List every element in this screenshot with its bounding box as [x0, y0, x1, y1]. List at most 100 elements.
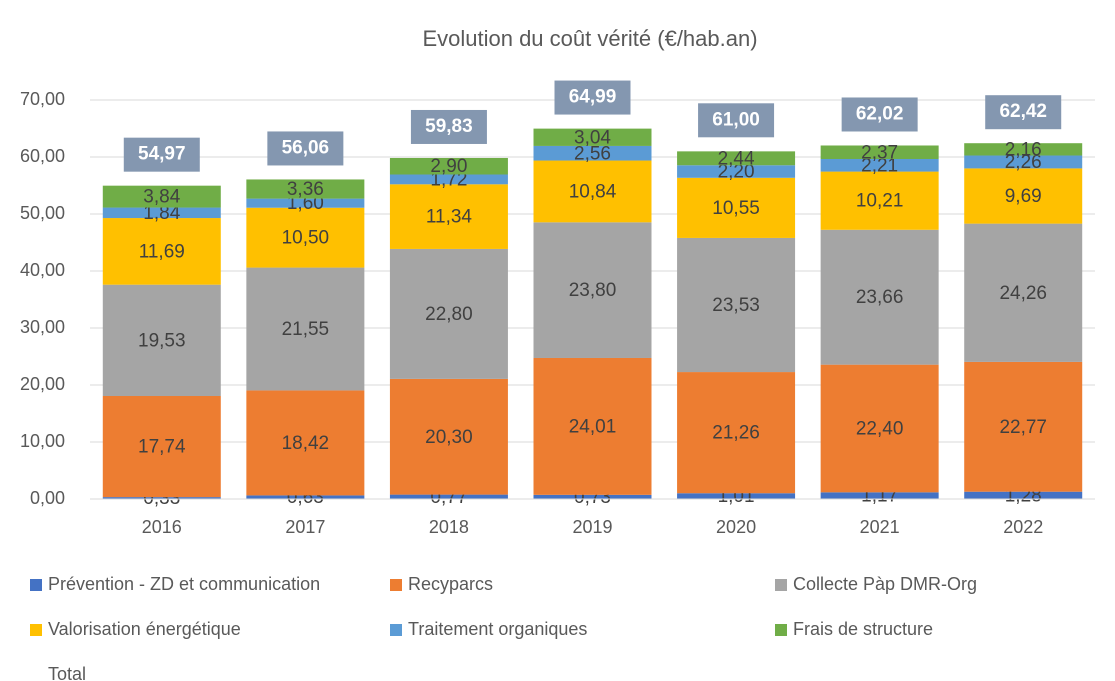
- total-label: 62,42: [999, 101, 1047, 122]
- bar-segment: [389, 174, 508, 185]
- bar-segment: [389, 378, 508, 495]
- legend-marker: [775, 624, 787, 636]
- total-label: 61,00: [712, 109, 760, 130]
- data-label: 23,66: [856, 287, 904, 308]
- bar-segment: [677, 151, 796, 166]
- bar-segment: [389, 184, 508, 249]
- legend-label: Recyparcs: [408, 574, 493, 594]
- bar-segment: [102, 207, 221, 219]
- legend-marker: [390, 624, 402, 636]
- bar-segment: [964, 223, 1083, 362]
- bar-segment: [102, 185, 221, 208]
- legend-marker: [30, 624, 42, 636]
- data-label: 2,26: [1005, 152, 1042, 173]
- data-label: 3,84: [143, 187, 180, 208]
- bar-segment: [677, 165, 796, 178]
- bar-segment: [533, 222, 652, 358]
- bar-segment: [820, 492, 939, 499]
- total-box: [554, 80, 631, 115]
- bar-segment: [102, 396, 221, 498]
- x-tick-label: 2016: [142, 517, 182, 537]
- bar-segment: [389, 248, 508, 379]
- data-label: 2,16: [1005, 139, 1042, 160]
- y-tick-label: 10,00: [20, 431, 65, 451]
- bar-segment: [246, 198, 365, 208]
- legend-label: Valorisation énergétique: [48, 619, 241, 639]
- data-label: 22,80: [425, 304, 473, 325]
- data-label: 2,20: [718, 162, 755, 183]
- data-label: 9,69: [1005, 186, 1042, 207]
- bar-segment: [533, 145, 652, 161]
- bar-segment: [102, 218, 221, 285]
- bar-segment: [533, 160, 652, 223]
- bar-segment: [533, 494, 652, 499]
- total-box: [267, 131, 344, 166]
- bar-segment: [820, 171, 939, 230]
- y-tick-label: 40,00: [20, 260, 65, 280]
- legend-marker: [775, 579, 787, 591]
- bar-segment: [533, 128, 652, 146]
- bar-segment: [820, 158, 939, 172]
- bar-segment: [820, 145, 939, 159]
- total-label: 54,97: [138, 144, 186, 165]
- legend-marker: [30, 579, 42, 591]
- bar-segment: [964, 155, 1083, 169]
- bar-segment: [677, 372, 796, 494]
- data-label: 2,44: [718, 148, 755, 169]
- bar-segment: [964, 361, 1083, 492]
- total-label: 59,83: [425, 116, 473, 137]
- data-label: 2,37: [861, 142, 898, 163]
- x-tick-label: 2022: [1003, 517, 1043, 537]
- y-tick-label: 0,00: [30, 488, 65, 508]
- data-label: 17,74: [138, 437, 186, 458]
- bar-segment: [246, 267, 365, 391]
- bar-segment: [964, 491, 1083, 499]
- chart-title: Evolution du coût vérité (€/hab.an): [422, 26, 757, 51]
- y-tick-label: 50,00: [20, 203, 65, 223]
- data-label: 21,55: [282, 319, 330, 340]
- total-label: 56,06: [282, 137, 330, 158]
- data-label: 19,53: [138, 330, 186, 351]
- data-label: 10,21: [856, 191, 904, 212]
- data-label: 23,53: [712, 295, 760, 316]
- legend-marker: [390, 579, 402, 591]
- total-box: [841, 97, 918, 132]
- data-label: 10,55: [712, 198, 760, 219]
- total-box: [123, 137, 200, 172]
- bar-segment: [820, 364, 939, 493]
- data-label: 2,21: [861, 155, 898, 176]
- data-label: 23,80: [569, 280, 617, 301]
- data-label: 20,30: [425, 427, 473, 448]
- legend-label: Total: [48, 664, 86, 681]
- bar-segment: [533, 357, 652, 495]
- legend-label: Traitement organiques: [408, 619, 587, 639]
- bar-segment: [389, 157, 508, 175]
- bar-segment: [820, 229, 939, 365]
- y-tick-label: 20,00: [20, 374, 65, 394]
- total-box: [985, 95, 1062, 130]
- data-label: 1,84: [143, 203, 180, 224]
- y-tick-label: 30,00: [20, 317, 65, 337]
- data-label: 10,50: [282, 228, 330, 249]
- bar-segment: [964, 143, 1083, 156]
- data-label: 11,34: [426, 207, 473, 228]
- x-tick-label: 2018: [429, 517, 469, 537]
- data-label: 1,72: [430, 169, 467, 190]
- x-tick-label: 2020: [716, 517, 756, 537]
- total-label: 64,99: [569, 87, 617, 108]
- bar-segment: [964, 168, 1083, 224]
- data-label: 3,36: [287, 179, 324, 200]
- data-label: 2,56: [574, 143, 611, 164]
- data-label: 11,69: [139, 241, 185, 262]
- data-label: 21,26: [712, 423, 760, 444]
- data-label: 22,40: [856, 419, 904, 440]
- x-tick-label: 2017: [285, 517, 325, 537]
- total-box: [410, 109, 487, 144]
- data-label: 24,01: [569, 416, 617, 437]
- y-tick-label: 70,00: [20, 89, 65, 109]
- legend-label: Frais de structure: [793, 619, 933, 639]
- y-tick-label: 60,00: [20, 146, 65, 166]
- bar-segment: [246, 495, 365, 499]
- bar-segment: [677, 493, 796, 499]
